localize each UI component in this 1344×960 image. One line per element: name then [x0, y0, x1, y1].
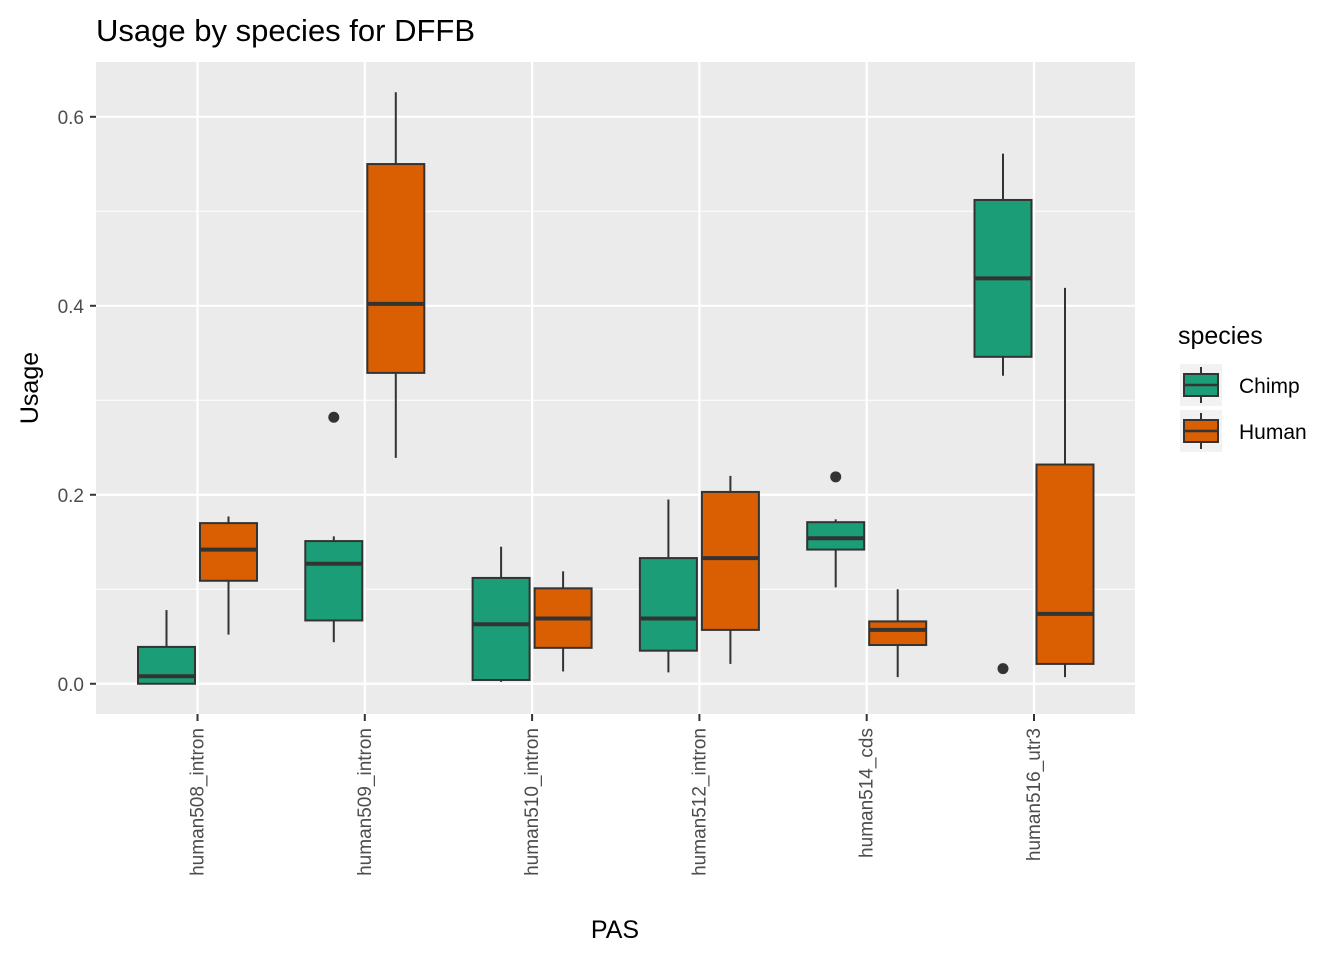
boxplot-chimp	[304, 411, 364, 643]
x-axis: human508_intron human509_intron human510_i…	[188, 714, 1045, 876]
legend-title: species	[1178, 322, 1263, 350]
y-tick-label: 0.6	[58, 108, 84, 129]
y-tick-label: 0.2	[58, 486, 84, 507]
box	[199, 522, 258, 582]
box	[366, 163, 426, 374]
boxplot-human	[868, 589, 928, 678]
boxplot-chimp	[471, 546, 531, 682]
outlier-point	[328, 411, 340, 423]
y-tick-label: 0.4	[58, 297, 85, 318]
plot-panel	[96, 62, 1135, 714]
box	[471, 576, 531, 681]
boxplot-human	[1035, 287, 1095, 678]
box	[700, 490, 760, 631]
chart-title: Usage by species for DFFB	[96, 13, 475, 48]
y-axis: 0.0 0.2 0.4 0.6	[58, 108, 96, 696]
y-tick-label: 0.0	[58, 675, 84, 696]
box	[806, 521, 866, 551]
boxplot-human	[366, 92, 426, 458]
x-tick-label: human509_intron	[355, 728, 376, 876]
x-tick-label: human512_intron	[689, 728, 710, 876]
y-axis-title: Usage	[16, 352, 44, 424]
outlier-point	[830, 471, 842, 483]
x-axis-title: PAS	[591, 916, 639, 944]
outlier-point	[997, 663, 1009, 675]
boxplot-chimp	[638, 499, 698, 673]
box	[137, 645, 196, 685]
boxplot-chimp	[137, 610, 196, 685]
box	[1035, 463, 1095, 665]
boxplots	[137, 92, 1095, 685]
boxplot-human	[533, 571, 593, 672]
boxplot-human	[199, 516, 258, 635]
legend-key-chimp	[1180, 364, 1222, 406]
box	[868, 620, 928, 647]
legend-key-human	[1180, 410, 1222, 452]
boxplot-chimp	[806, 471, 866, 588]
boxplot-human	[700, 475, 760, 664]
box	[638, 557, 698, 652]
boxplot-chimp	[973, 153, 1033, 675]
legend: species Chimp Human	[1178, 322, 1307, 452]
gridlines	[96, 62, 1135, 714]
x-tick-label: human516_utr3	[1024, 728, 1045, 861]
legend-label: Chimp	[1239, 375, 1300, 398]
x-tick-label: human510_intron	[522, 728, 543, 876]
x-tick-label: human508_intron	[188, 728, 209, 876]
box	[304, 540, 364, 622]
x-tick-label: human514_cds	[857, 728, 878, 858]
legend-label: Human	[1239, 421, 1307, 444]
